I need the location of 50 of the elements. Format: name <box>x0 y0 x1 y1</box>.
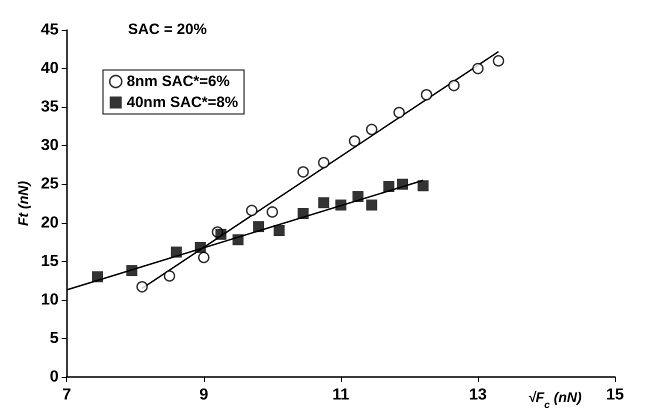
y-tick-label: 45 <box>40 22 59 38</box>
y-tick-label: 20 <box>40 214 59 232</box>
legend-label: 40nm SAC*=8% <box>126 94 238 111</box>
point <box>418 180 429 192</box>
point <box>318 156 330 168</box>
x-tick-label: 9 <box>199 386 208 404</box>
legend-label: 8nm SAC*=6% <box>126 73 230 90</box>
point <box>164 270 176 282</box>
point <box>232 234 244 246</box>
point <box>420 89 432 101</box>
point <box>366 124 378 136</box>
point <box>198 252 210 264</box>
y-tick-label: 40 <box>40 60 59 78</box>
point <box>298 208 309 220</box>
x-tick-label: 13 <box>469 386 487 404</box>
point <box>246 204 258 216</box>
point <box>253 221 264 232</box>
y-tick-label: 25 <box>40 176 59 193</box>
y-axis-title: Ft (nN) <box>15 180 31 226</box>
point <box>335 200 346 211</box>
point <box>492 55 504 67</box>
y-tick-label: 0 <box>50 368 59 386</box>
point <box>136 281 148 293</box>
point <box>472 62 484 74</box>
y-tick-label: 30 <box>40 137 59 154</box>
annotation: SAC = 20% <box>128 21 207 38</box>
point <box>194 242 206 253</box>
point <box>297 166 309 178</box>
point <box>126 265 138 276</box>
point <box>393 106 405 118</box>
point <box>366 200 378 211</box>
point <box>448 80 460 92</box>
x-tick-label: 15 <box>606 386 624 404</box>
point <box>352 191 364 202</box>
x-axis-title: √F$_{c}$ (nN) <box>528 389 582 410</box>
point <box>170 246 182 258</box>
point <box>348 135 360 147</box>
y-tick-label: 15 <box>40 252 59 270</box>
point <box>92 271 104 282</box>
x-tick-label: 11 <box>332 386 350 404</box>
y-tick-label: 10 <box>40 291 59 308</box>
point <box>383 181 394 192</box>
point <box>274 224 285 236</box>
y-tick-label: 5 <box>50 330 59 347</box>
point <box>266 206 278 218</box>
point <box>318 197 330 208</box>
y-tick-label: 35 <box>40 98 59 116</box>
point <box>397 178 408 190</box>
x-tick-label: 7 <box>62 386 72 404</box>
point <box>215 228 226 240</box>
